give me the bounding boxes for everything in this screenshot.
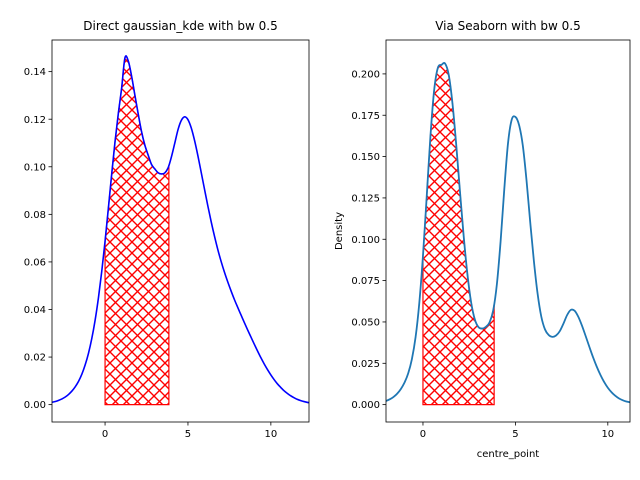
y-tick-label: 0.08 [24, 210, 46, 221]
y-tick-label: 0.02 [24, 353, 46, 364]
y-tick-label: 0.125 [351, 194, 380, 205]
y-tick-label: 0.06 [24, 258, 46, 269]
right-tick-labels: 0 5 10 0.000 0.025 0.050 0.075 0.100 0.125 0.150 0… [351, 70, 614, 440]
y-tick-label: 0.175 [351, 111, 380, 122]
right-axes-frame [385, 39, 631, 423]
x-tick-label: 10 [601, 429, 614, 440]
right-y-axis-label: Density [334, 212, 345, 250]
y-tick-label: 0.10 [24, 162, 46, 173]
y-tick-label: 0.04 [24, 305, 46, 316]
left-plot-title: Direct gaussian_kde with bw 0.5 [83, 19, 277, 33]
right-x-axis-label: centre_point [477, 449, 540, 460]
y-tick-label: 0.025 [351, 359, 380, 370]
y-tick-label: 0.050 [351, 318, 380, 329]
y-tick-label: 0.000 [351, 400, 380, 411]
y-tick-label: 0.14 [24, 67, 46, 78]
right-fill-region [422, 62, 495, 406]
left-tick-labels: 0 5 10 0.00 0.02 0.04 0.06 0.08 0.10 0.12 0.14 [24, 67, 277, 440]
x-tick-label: 5 [512, 429, 518, 440]
left-tick-marks [48, 71, 272, 426]
left-data-area [52, 55, 309, 406]
y-tick-label: 0.075 [351, 276, 380, 287]
right-plot-title: Via Seaborn with bw 0.5 [435, 19, 581, 33]
y-tick-label: 0.150 [351, 152, 380, 163]
y-tick-label: 0.12 [24, 115, 46, 126]
y-tick-label: 0.00 [24, 400, 46, 411]
left-axes-frame [51, 39, 310, 423]
right-kde-curve [386, 62, 630, 404]
left-kde-curve [52, 55, 309, 404]
y-tick-label: 0.100 [351, 235, 380, 246]
subplot-right: Via Seaborn with bw 0.5 centre_point Den… [334, 19, 631, 460]
x-tick-label: 0 [420, 429, 426, 440]
y-tick-label: 0.200 [351, 70, 380, 81]
right-data-area [386, 62, 630, 406]
right-tick-marks [382, 73, 609, 426]
x-tick-label: 10 [264, 429, 277, 440]
subplot-left: Direct gaussian_kde with bw 0.5 0 5 10 0.00… [24, 19, 310, 440]
x-tick-label: 0 [102, 429, 108, 440]
x-tick-label: 5 [185, 429, 191, 440]
